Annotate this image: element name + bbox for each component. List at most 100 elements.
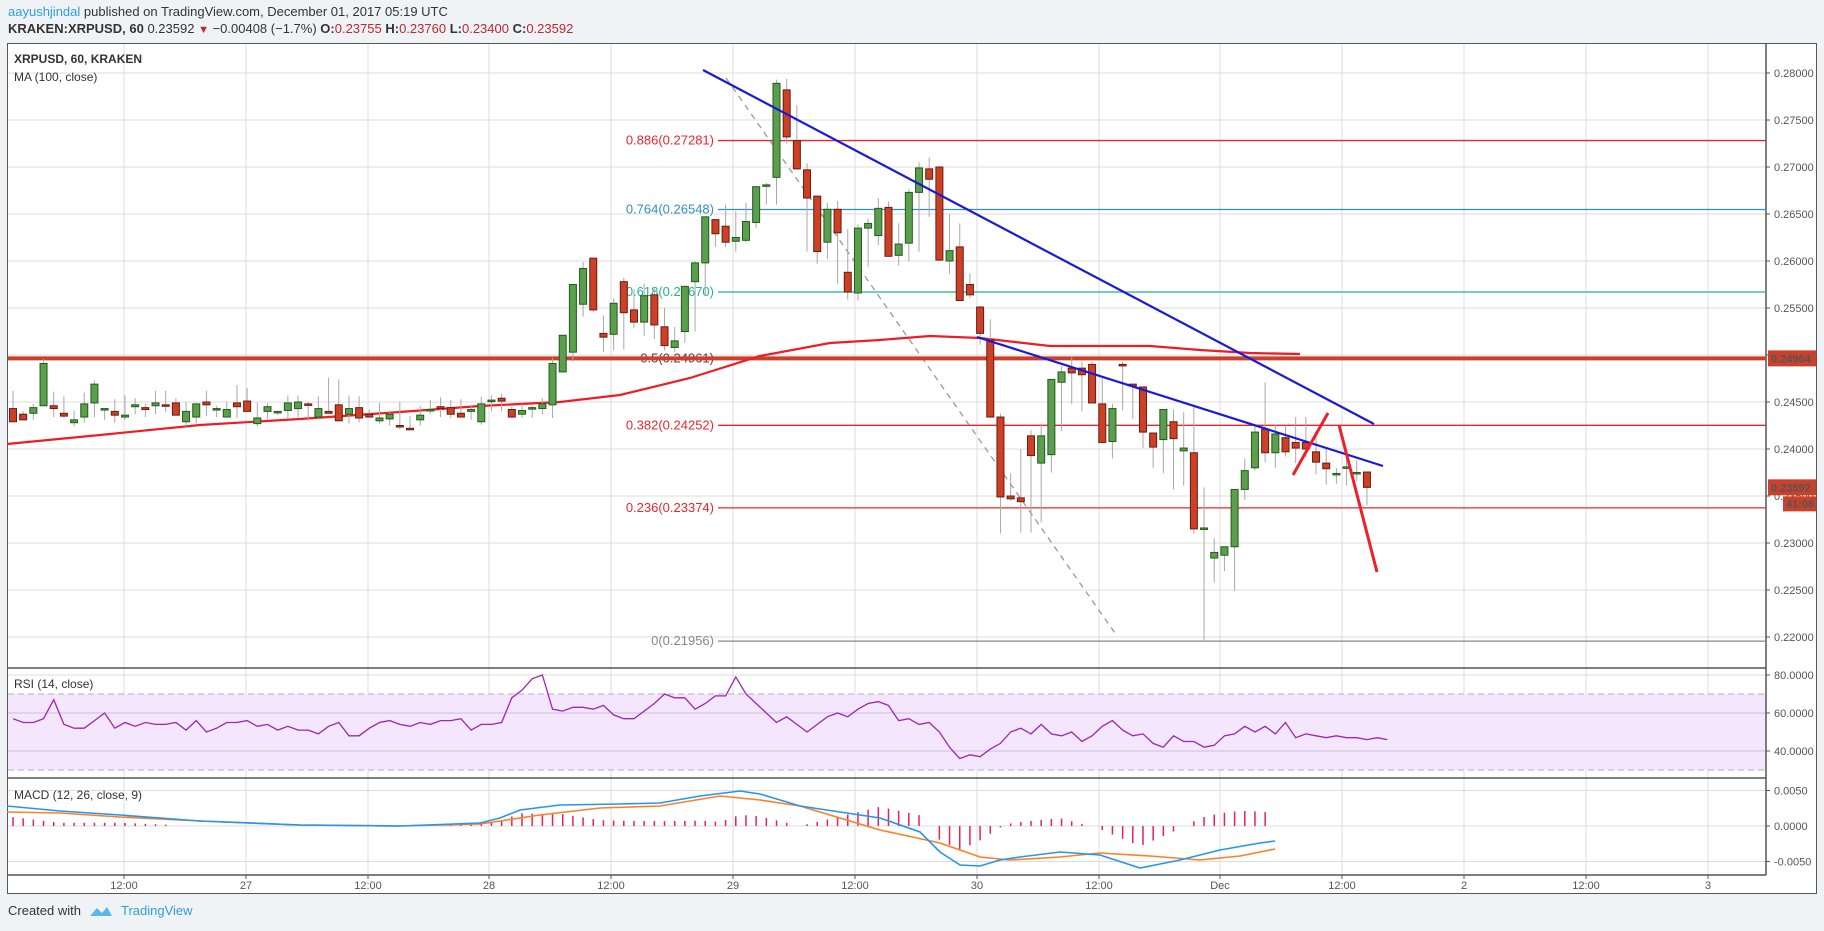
candle[interactable] [935,166,944,261]
candle[interactable] [1332,472,1341,476]
candle[interactable] [446,407,455,415]
candle[interactable] [1159,409,1168,441]
candle[interactable] [1230,488,1239,548]
candle[interactable] [477,403,486,423]
candle[interactable] [304,403,313,406]
candle[interactable] [833,208,842,234]
candle[interactable] [39,362,48,407]
candle[interactable] [976,306,985,334]
candle[interactable] [1189,452,1198,530]
candle[interactable] [528,407,537,410]
candle[interactable] [365,413,374,418]
lower-bearish-trendline[interactable] [976,335,1384,468]
candle[interactable] [955,246,964,301]
candle[interactable] [375,417,384,422]
candle[interactable] [344,408,353,415]
candle[interactable] [741,221,750,241]
candle[interactable] [1098,403,1107,443]
candle[interactable] [232,402,241,408]
candle[interactable] [986,339,995,418]
candle[interactable] [497,397,506,402]
candle[interactable] [640,295,649,323]
candle[interactable] [110,410,119,416]
candle[interactable] [915,167,924,193]
candle[interactable] [253,417,262,425]
rsi-legend[interactable]: RSI (14, close) [14,677,94,691]
candle[interactable] [1281,437,1290,453]
candle[interactable] [518,409,526,415]
macd-legend[interactable]: MACD (12, 26, close, 9) [14,788,143,802]
candle[interactable] [1118,363,1127,367]
candle[interactable] [324,410,333,414]
candle[interactable] [843,271,852,293]
candle[interactable] [548,362,557,406]
candle[interactable] [803,169,812,199]
candle[interactable] [1240,470,1249,490]
candle[interactable] [701,216,710,264]
candle[interactable] [721,225,730,243]
candle[interactable] [49,405,58,410]
candle[interactable] [589,257,598,311]
candle[interactable] [283,402,292,411]
candle[interactable] [864,222,873,229]
candle[interactable] [436,406,445,410]
candle[interactable] [182,410,191,423]
candle[interactable] [650,294,659,326]
candle[interactable] [1271,433,1280,454]
candle[interactable] [1006,495,1015,500]
candle[interactable] [1037,435,1046,464]
candle[interactable] [619,281,628,314]
candle[interactable] [385,413,394,420]
projection-arrow[interactable] [1337,424,1379,573]
candle[interactable] [406,427,415,431]
candle[interactable] [263,406,272,412]
candle[interactable] [1352,472,1361,475]
candle[interactable] [100,408,109,411]
candle[interactable] [629,309,638,323]
candle[interactable] [355,407,364,419]
candle[interactable] [395,425,404,428]
author-link[interactable]: aayushjindal [8,4,81,19]
candle[interactable] [945,250,954,262]
candle[interactable] [222,409,231,418]
candle[interactable] [1362,471,1371,488]
candle[interactable] [243,400,252,412]
candle[interactable] [487,399,496,403]
tradingview-link[interactable]: TradingView [120,903,193,918]
candle[interactable] [752,186,761,223]
candle[interactable] [456,412,465,418]
candle[interactable] [120,414,129,418]
candle[interactable] [1220,546,1229,556]
candle[interactable] [1210,551,1219,559]
candle[interactable] [192,403,201,418]
projection-arrow[interactable] [1291,412,1330,476]
candle[interactable] [1057,371,1066,383]
candle[interactable] [792,140,801,170]
candle[interactable] [1250,431,1259,469]
candle[interactable] [1322,462,1331,470]
candle[interactable] [874,207,883,237]
candle[interactable] [731,237,740,242]
candle[interactable] [558,334,567,373]
candle[interactable] [1169,421,1178,440]
candle[interactable] [579,268,588,305]
upper-bearish-trendline[interactable] [702,69,1375,425]
candle[interactable] [467,409,476,412]
candle[interactable] [1149,432,1158,448]
candle[interactable] [334,404,343,422]
candle[interactable] [294,401,303,410]
candle[interactable] [141,407,150,411]
candle[interactable] [202,401,211,406]
candle[interactable] [711,219,720,235]
candle[interactable] [131,404,140,408]
candle[interactable] [29,407,38,414]
candle[interactable] [538,403,547,410]
candle[interactable] [925,168,934,180]
candle[interactable] [416,414,425,421]
candle[interactable] [884,206,893,257]
candle[interactable] [762,184,771,187]
candle[interactable] [1108,408,1117,442]
candle[interactable] [212,408,221,411]
candle[interactable] [823,208,832,243]
